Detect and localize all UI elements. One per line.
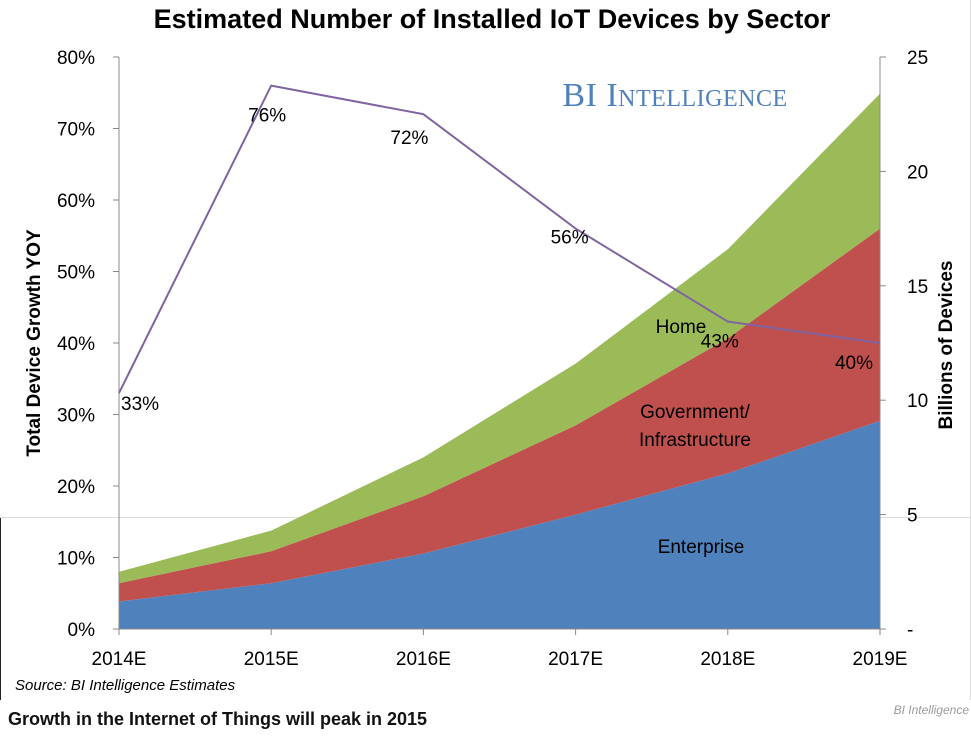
right-tick-label: 10 <box>907 391 928 412</box>
left-tick-label: 10% <box>57 549 95 570</box>
left-tick-label: 50% <box>57 263 95 284</box>
left-tick-label: 60% <box>57 191 95 212</box>
area-government <box>119 228 880 602</box>
watermark-text: BI Intelligence <box>562 77 787 114</box>
x-tick-label: 2017E <box>548 649 603 670</box>
left-tick-label: 0% <box>68 620 96 641</box>
right-tick-label: 25 <box>907 48 928 69</box>
left-tick-label: 20% <box>57 477 95 498</box>
left-tick-label: 30% <box>57 406 95 427</box>
iot-devices-chart: 0% 10% 20% 30% 40% 50% 60% 70% 80% - 5 10 15 20 25 2014… <box>0 0 971 700</box>
area-enterprise <box>119 420 880 629</box>
source-note: Source: BI Intelligence Estimates <box>15 677 236 694</box>
chart-figure: 0% 10% 20% 30% 40% 50% 60% 70% 80% - 5 10 15 20 25 2014… <box>0 0 971 700</box>
growth-data-label: 72% <box>390 128 428 149</box>
growth-data-label: 76% <box>248 106 286 127</box>
x-tick-label: 2015E <box>244 649 299 670</box>
caption-credit: BI Intelligence <box>893 703 969 717</box>
left-tick-label: 80% <box>57 48 95 69</box>
series-label-enterprise: Enterprise <box>658 537 745 558</box>
series-label-government: Government/ <box>640 402 751 423</box>
left-axis-label: Total Device Growth YOY <box>24 229 45 457</box>
growth-data-label: 56% <box>551 228 589 249</box>
chart-title: Estimated Number of Installed IoT Device… <box>154 4 831 34</box>
right-tick-label: 15 <box>907 277 928 298</box>
growth-line-layer: 33% 76% 72% 56% 43% 40% <box>118 84 881 415</box>
series-label-home: Home <box>656 317 707 338</box>
series-label-infrastructure: Infrastructure <box>639 430 751 451</box>
area-home <box>119 93 880 584</box>
axes: 0% 10% 20% 30% 40% 50% 60% 70% 80% - 5 10 15 20 25 2014… <box>57 48 928 670</box>
growth-data-label: 33% <box>121 394 159 415</box>
right-tick-label: 5 <box>907 506 918 527</box>
caption-bar: Growth in the Internet of Things will pe… <box>0 700 971 745</box>
left-tick-label: 70% <box>57 120 95 141</box>
right-tick-label: - <box>907 620 913 641</box>
x-tick-label: 2019E <box>853 649 908 670</box>
left-tick-label: 40% <box>57 334 95 355</box>
caption-text: Growth in the Internet of Things will pe… <box>8 709 428 729</box>
x-tick-label: 2018E <box>700 649 755 670</box>
x-tick-label: 2014E <box>92 649 147 670</box>
right-tick-label: 20 <box>907 162 928 183</box>
x-tick-label: 2016E <box>396 649 451 670</box>
growth-data-label: 40% <box>835 353 873 374</box>
right-axis-label: Billions of Devices <box>936 261 957 430</box>
stacked-areas <box>119 93 880 629</box>
growth-line <box>118 84 881 394</box>
growth-data-label: 43% <box>701 332 739 353</box>
